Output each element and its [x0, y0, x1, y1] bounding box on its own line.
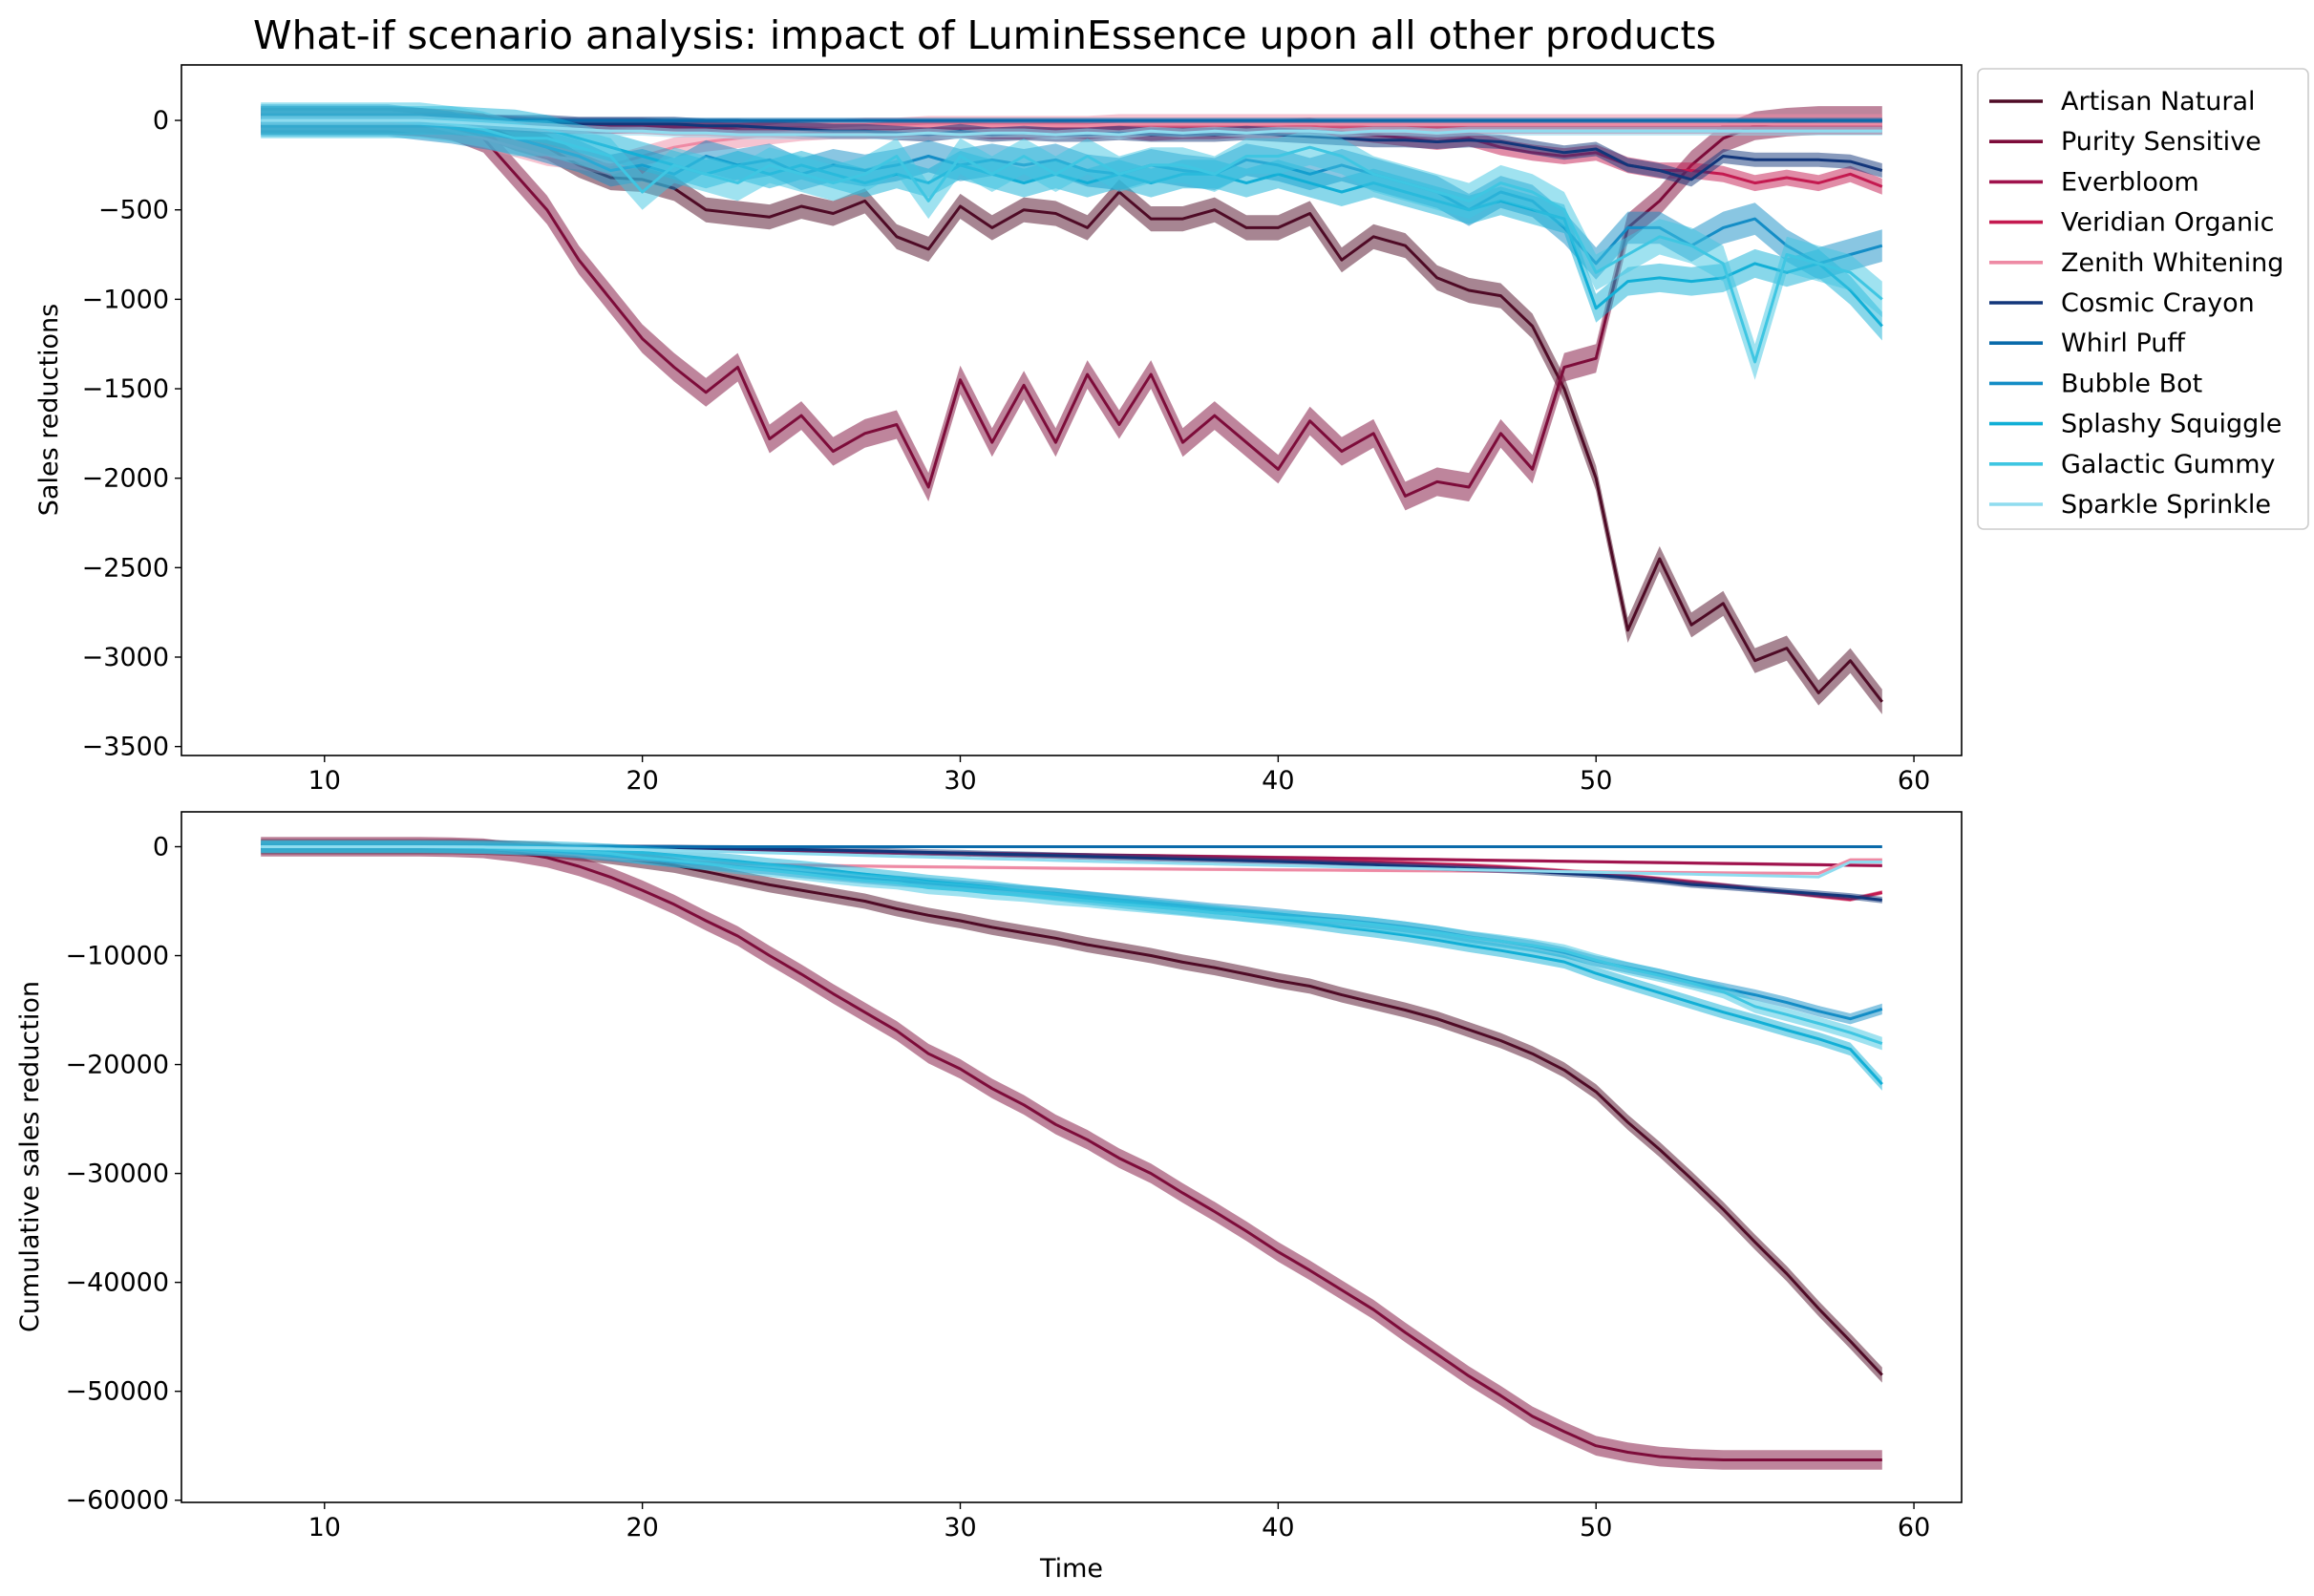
- series-group: [261, 837, 1883, 1470]
- x-axis-ticks: 10 20 30 40 50 60: [308, 1502, 1930, 1543]
- series-line-sparkle-sprinkle: [261, 118, 1882, 137]
- series-band-everbloom: [261, 844, 1882, 867]
- y-tick-label: −500: [98, 196, 169, 225]
- x-tick-label: 50: [1580, 1513, 1612, 1543]
- legend-label-zenith-whitening: Zenith Whitening: [2061, 248, 2283, 278]
- y-tick-label: −20000: [65, 1051, 169, 1080]
- y-axis-label: Cumulative sales reduction: [15, 981, 45, 1332]
- y-tick-label: −1500: [82, 374, 169, 404]
- series-band-artisan-natural: [261, 108, 1882, 714]
- y-tick-label: −60000: [65, 1486, 169, 1516]
- legend-label-artisan-natural: Artisan Natural: [2061, 87, 2256, 117]
- x-axis-ticks: 10 20 30 40 50 60: [308, 755, 1930, 796]
- x-tick-label: 40: [1262, 766, 1294, 796]
- y-tick-label: 0: [153, 832, 169, 862]
- series-band-galactic-gummy: [261, 840, 1882, 1051]
- series-line-sparkle-sprinkle: [261, 845, 1882, 879]
- y-tick-label: −10000: [65, 942, 169, 971]
- x-tick-label: 60: [1898, 766, 1930, 796]
- series-group: [261, 102, 1883, 714]
- series-line-galactic-gummy: [261, 845, 1883, 1046]
- x-tick-label: 60: [1898, 1513, 1930, 1543]
- y-axis-ticks: 0 −10000 −20000 −30000 −40000 −50000 −60000: [65, 832, 181, 1516]
- x-tick-label: 50: [1580, 766, 1612, 796]
- legend-entries: Artisan Natural Purity Sensitive Everbloom…: [1989, 87, 2283, 520]
- y-tick-label: −50000: [65, 1377, 169, 1407]
- legend: Artisan Natural Purity Sensitive Everbloom…: [1977, 68, 2309, 530]
- legend-label-cosmic-crayon: Cosmic Crayon: [2061, 288, 2255, 318]
- panel-cumulative-reduction: 10 20 30 40 50 60 0 −10000 −20000 −30000 −40000 −5…: [15, 811, 1963, 1584]
- x-tick-label: 10: [308, 766, 341, 796]
- x-tick-label: 10: [308, 1513, 341, 1543]
- y-tick-label: −3500: [82, 733, 169, 762]
- y-tick-label: −3000: [82, 643, 169, 672]
- y-tick-label: −2000: [82, 464, 169, 494]
- legend-label-bubble-bot: Bubble Bot: [2061, 369, 2202, 398]
- y-tick-label: 0: [153, 106, 169, 136]
- legend-label-splashy-squiggle: Splashy Squiggle: [2061, 410, 2282, 439]
- plot-frame: [180, 811, 1963, 1503]
- x-tick-label: 30: [944, 766, 976, 796]
- legend-label-purity-sensitive: Purity Sensitive: [2061, 127, 2261, 157]
- y-tick-label: −1000: [82, 285, 169, 314]
- series-line-galactic-gummy: [261, 118, 1883, 364]
- y-tick-label: −30000: [65, 1160, 169, 1189]
- legend-label-sparkle-sprinkle: Sparkle Sprinkle: [2061, 490, 2271, 520]
- legend-box: [1977, 68, 2309, 530]
- legend-label-whirl-puff: Whirl Puff: [2061, 329, 2186, 358]
- x-tick-label: 20: [626, 766, 658, 796]
- y-tick-label: −2500: [82, 553, 169, 583]
- legend-label-galactic-gummy: Galactic Gummy: [2061, 450, 2276, 479]
- y-tick-label: −40000: [65, 1268, 169, 1298]
- y-axis-ticks: 0 −500 −1000 −1500 −2000 −2500 −3000 −3500: [82, 106, 181, 762]
- x-tick-label: 40: [1262, 1513, 1294, 1543]
- series-band-artisan-natural: [261, 839, 1882, 1383]
- series-band-splashy-squiggle: [261, 840, 1882, 1091]
- legend-label-everbloom: Everbloom: [2061, 167, 2199, 197]
- panel-sales-reductions: 10 20 30 40 50 60 0 −500 −1000 −1500 −2000 −2500 −3…: [34, 64, 1963, 796]
- chart-title: What-if scenario analysis: impact of Lum…: [253, 12, 1716, 58]
- x-tick-label: 30: [944, 1513, 976, 1543]
- legend-label-veridian-organic: Veridian Organic: [2061, 208, 2275, 238]
- x-tick-label: 20: [626, 1513, 658, 1543]
- x-axis-label: Time: [1039, 1554, 1103, 1584]
- y-axis-label: Sales reductions: [34, 304, 64, 516]
- series-band-purity-sensitive: [261, 106, 1882, 511]
- plot-frame: [180, 64, 1963, 756]
